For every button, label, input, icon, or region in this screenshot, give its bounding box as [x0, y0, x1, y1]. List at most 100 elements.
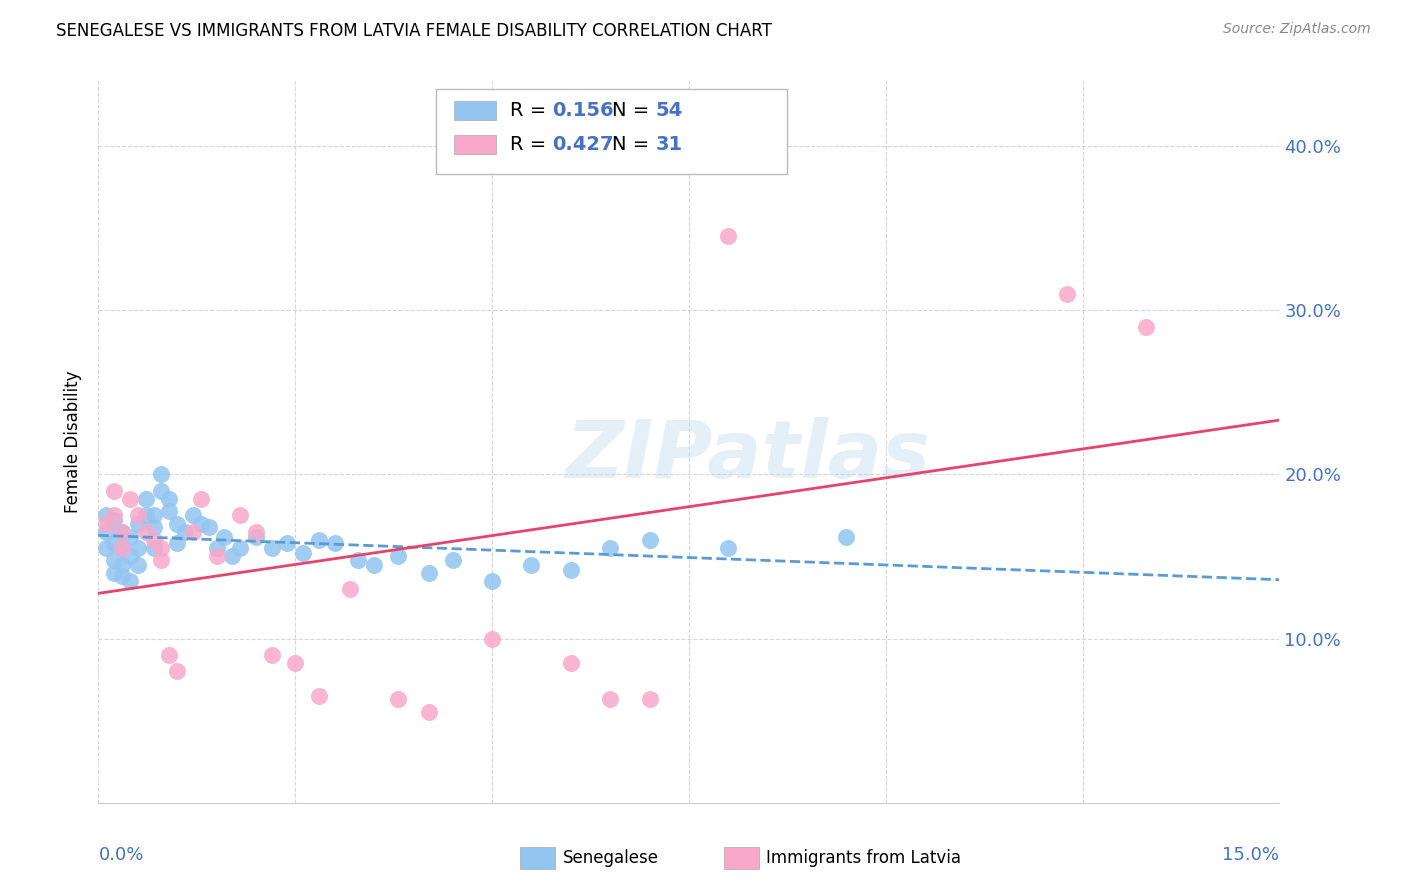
Point	[292, 546, 315, 560]
Text: N =: N =	[612, 135, 655, 154]
Text: N =: N =	[612, 101, 655, 120]
Point	[103, 513, 125, 527]
Point	[142, 508, 165, 523]
Point	[190, 491, 212, 506]
Point	[717, 541, 740, 556]
Point	[118, 530, 141, 544]
Point	[1135, 319, 1157, 334]
Point	[481, 574, 503, 588]
Point	[166, 516, 188, 531]
Point	[96, 524, 118, 539]
Point	[103, 483, 125, 498]
Point	[638, 692, 661, 706]
Point	[260, 648, 283, 662]
Point	[135, 491, 157, 506]
Point	[181, 508, 204, 523]
Point	[481, 632, 503, 646]
Point	[118, 574, 141, 588]
Text: 0.156: 0.156	[553, 101, 614, 120]
Point	[96, 508, 118, 523]
Point	[166, 536, 188, 550]
Point	[111, 541, 134, 556]
Point	[599, 541, 621, 556]
Point	[103, 566, 125, 580]
Point	[229, 508, 252, 523]
Point	[260, 541, 283, 556]
Point	[135, 508, 157, 523]
Point	[181, 524, 204, 539]
Point	[229, 541, 252, 556]
Point	[276, 536, 298, 550]
Point	[135, 524, 157, 539]
Text: Immigrants from Latvia: Immigrants from Latvia	[766, 849, 962, 867]
Point	[127, 516, 149, 531]
Point	[339, 582, 361, 597]
Point	[142, 520, 165, 534]
Point	[560, 657, 582, 671]
Point	[638, 533, 661, 547]
Text: 0.427: 0.427	[553, 135, 614, 154]
Point	[323, 536, 346, 550]
Point	[96, 541, 118, 556]
Point	[387, 692, 409, 706]
Y-axis label: Female Disability: Female Disability	[65, 370, 83, 513]
Point	[118, 491, 141, 506]
Point	[111, 569, 134, 583]
Point	[150, 483, 173, 498]
Point	[347, 553, 370, 567]
Point	[363, 558, 385, 572]
Point	[150, 541, 173, 556]
Point	[418, 566, 440, 580]
Point	[197, 520, 219, 534]
Text: ZIPatlas: ZIPatlas	[565, 417, 931, 495]
Point	[441, 553, 464, 567]
Point	[174, 524, 197, 539]
Point	[190, 516, 212, 531]
Point	[717, 229, 740, 244]
Point	[150, 553, 173, 567]
Point	[221, 549, 243, 564]
Point	[599, 692, 621, 706]
Point	[157, 503, 180, 517]
Text: Senegalese: Senegalese	[562, 849, 658, 867]
Point	[166, 665, 188, 679]
Point	[111, 524, 134, 539]
Point	[142, 533, 165, 547]
Point	[111, 558, 134, 572]
Point	[387, 549, 409, 564]
Text: R =: R =	[510, 135, 553, 154]
Text: 54: 54	[655, 101, 682, 120]
Point	[835, 530, 858, 544]
Point	[103, 536, 125, 550]
Point	[560, 563, 582, 577]
Point	[157, 491, 180, 506]
Point	[103, 553, 125, 567]
Text: 15.0%: 15.0%	[1222, 847, 1279, 864]
Point	[127, 508, 149, 523]
Point	[127, 541, 149, 556]
Point	[308, 533, 330, 547]
Point	[205, 541, 228, 556]
Text: Source: ZipAtlas.com: Source: ZipAtlas.com	[1223, 22, 1371, 37]
Point	[1056, 286, 1078, 301]
Point	[111, 541, 134, 556]
Text: 31: 31	[655, 135, 682, 154]
Point	[103, 508, 125, 523]
Point	[520, 558, 543, 572]
Point	[245, 524, 267, 539]
Point	[111, 524, 134, 539]
Point	[205, 549, 228, 564]
Point	[157, 648, 180, 662]
Point	[245, 530, 267, 544]
Point	[127, 558, 149, 572]
Point	[284, 657, 307, 671]
Point	[142, 541, 165, 556]
Point	[96, 516, 118, 531]
Point	[214, 530, 236, 544]
Point	[150, 467, 173, 482]
Point	[418, 706, 440, 720]
Text: R =: R =	[510, 101, 553, 120]
Point	[118, 549, 141, 564]
Text: SENEGALESE VS IMMIGRANTS FROM LATVIA FEMALE DISABILITY CORRELATION CHART: SENEGALESE VS IMMIGRANTS FROM LATVIA FEM…	[56, 22, 772, 40]
Point	[308, 689, 330, 703]
